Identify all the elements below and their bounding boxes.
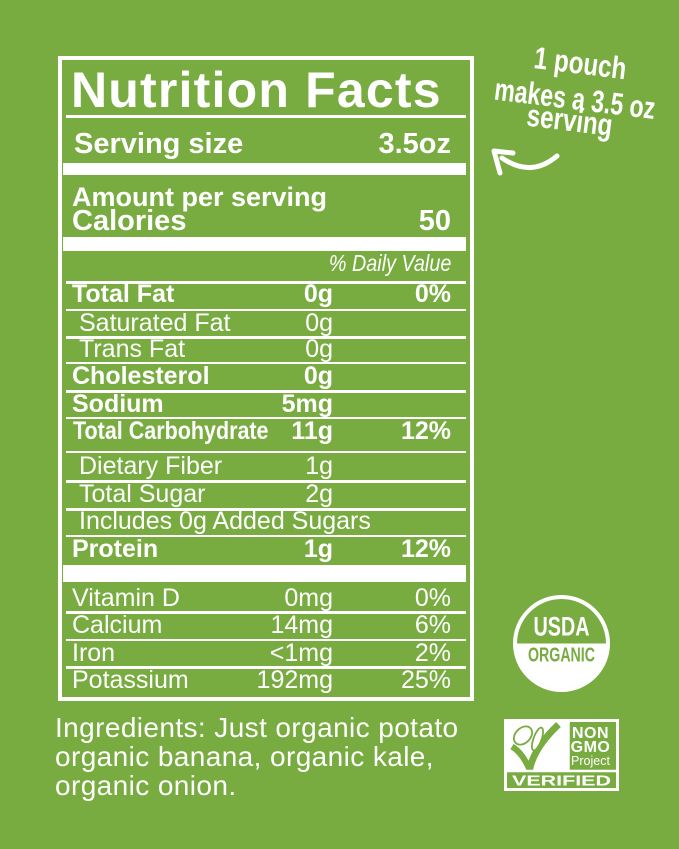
svg-text:VERIFIED: VERIFIED: [512, 773, 611, 790]
svg-text:Project: Project: [571, 754, 610, 768]
svg-text:USDA: USDA: [534, 612, 590, 642]
svg-text:NON: NON: [572, 725, 609, 742]
svg-text:ORGANIC: ORGANIC: [528, 645, 595, 667]
svg-text:GMO: GMO: [571, 739, 611, 756]
